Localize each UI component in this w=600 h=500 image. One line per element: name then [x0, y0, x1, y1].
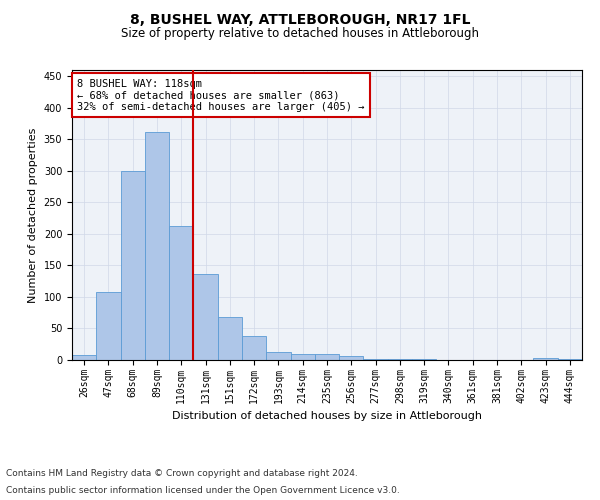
Bar	[193, 274, 218, 360]
Bar	[96, 292, 121, 360]
Bar	[315, 354, 339, 360]
Bar	[218, 317, 242, 360]
Text: 8, BUSHEL WAY, ATTLEBOROUGH, NR17 1FL: 8, BUSHEL WAY, ATTLEBOROUGH, NR17 1FL	[130, 12, 470, 26]
Bar	[266, 352, 290, 360]
Text: Contains public sector information licensed under the Open Government Licence v3: Contains public sector information licen…	[6, 486, 400, 495]
Bar	[364, 358, 388, 360]
Bar	[72, 355, 96, 360]
Bar	[533, 358, 558, 360]
Bar	[388, 358, 412, 360]
Bar	[169, 226, 193, 360]
Y-axis label: Number of detached properties: Number of detached properties	[28, 128, 38, 302]
Bar	[558, 358, 582, 360]
X-axis label: Distribution of detached houses by size in Attleborough: Distribution of detached houses by size …	[172, 411, 482, 421]
Bar	[242, 336, 266, 360]
Text: 8 BUSHEL WAY: 118sqm
← 68% of detached houses are smaller (863)
32% of semi-deta: 8 BUSHEL WAY: 118sqm ← 68% of detached h…	[77, 78, 365, 112]
Bar	[339, 356, 364, 360]
Text: Size of property relative to detached houses in Attleborough: Size of property relative to detached ho…	[121, 28, 479, 40]
Text: Contains HM Land Registry data © Crown copyright and database right 2024.: Contains HM Land Registry data © Crown c…	[6, 468, 358, 477]
Bar	[145, 132, 169, 360]
Bar	[290, 354, 315, 360]
Bar	[121, 171, 145, 360]
Bar	[412, 358, 436, 360]
